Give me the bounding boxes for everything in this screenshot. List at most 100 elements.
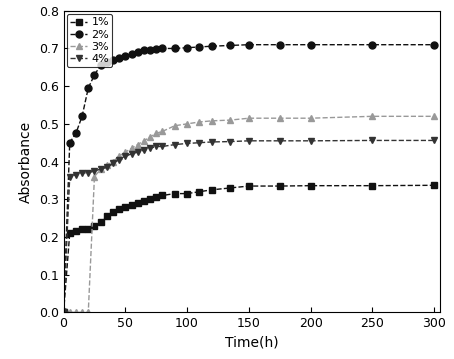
4% — [147, 146, 153, 150]
2% — [308, 42, 313, 47]
4% — [61, 310, 66, 314]
4% — [98, 167, 104, 171]
2% — [141, 48, 147, 52]
2% — [135, 50, 140, 55]
2% — [153, 47, 159, 51]
3% — [110, 159, 116, 164]
1% — [147, 197, 153, 201]
4% — [73, 173, 79, 177]
4% — [160, 144, 165, 149]
2% — [79, 114, 85, 118]
1% — [370, 183, 375, 188]
1% — [85, 227, 91, 232]
3% — [308, 116, 313, 120]
2% — [104, 60, 109, 64]
X-axis label: Time(h): Time(h) — [225, 336, 279, 350]
4% — [209, 140, 215, 144]
3% — [370, 114, 375, 118]
4% — [79, 171, 85, 175]
2% — [431, 42, 437, 47]
Line: 3%: 3% — [60, 113, 438, 316]
3% — [123, 150, 128, 154]
Line: 2%: 2% — [60, 41, 438, 316]
4% — [92, 169, 97, 173]
1% — [431, 183, 437, 187]
1% — [160, 193, 165, 197]
4% — [110, 161, 116, 165]
2% — [92, 73, 97, 77]
4% — [197, 140, 202, 145]
4% — [85, 171, 91, 175]
3% — [227, 118, 233, 122]
1% — [209, 188, 215, 192]
2% — [172, 46, 178, 51]
4% — [104, 165, 109, 169]
4% — [370, 138, 375, 143]
2% — [209, 44, 215, 48]
4% — [431, 138, 437, 143]
3% — [172, 123, 178, 128]
2% — [277, 42, 282, 47]
2% — [98, 63, 104, 67]
3% — [153, 131, 159, 135]
1% — [123, 205, 128, 209]
2% — [147, 48, 153, 52]
3% — [116, 154, 122, 158]
1% — [197, 190, 202, 194]
1% — [308, 183, 313, 188]
4% — [308, 139, 313, 143]
Line: 4%: 4% — [60, 137, 438, 316]
3% — [135, 143, 140, 147]
4% — [141, 148, 147, 153]
3% — [85, 310, 91, 314]
1% — [172, 191, 178, 196]
3% — [246, 116, 252, 120]
4% — [116, 158, 122, 162]
4% — [153, 144, 159, 149]
2% — [246, 42, 252, 47]
2% — [160, 46, 165, 51]
1% — [79, 227, 85, 232]
2% — [67, 140, 73, 145]
1% — [246, 184, 252, 188]
1% — [98, 220, 104, 224]
3% — [73, 310, 79, 314]
4% — [129, 152, 134, 156]
2% — [184, 46, 190, 50]
2% — [370, 42, 375, 47]
3% — [184, 122, 190, 126]
3% — [92, 174, 97, 179]
2% — [197, 45, 202, 49]
3% — [141, 139, 147, 143]
3% — [98, 167, 104, 171]
3% — [67, 310, 73, 314]
4% — [67, 174, 73, 179]
3% — [147, 135, 153, 139]
1% — [104, 214, 109, 218]
4% — [227, 139, 233, 144]
1% — [116, 206, 122, 211]
3% — [160, 129, 165, 134]
4% — [246, 139, 252, 143]
2% — [73, 131, 79, 135]
Line: 1%: 1% — [60, 182, 438, 316]
1% — [129, 203, 134, 207]
1% — [277, 184, 282, 188]
3% — [61, 310, 66, 314]
1% — [135, 201, 140, 205]
1% — [92, 223, 97, 228]
1% — [73, 229, 79, 233]
1% — [110, 210, 116, 215]
3% — [129, 146, 134, 150]
2% — [85, 86, 91, 90]
2% — [123, 54, 128, 58]
1% — [61, 310, 66, 314]
3% — [197, 120, 202, 124]
3% — [431, 114, 437, 118]
2% — [227, 43, 233, 48]
4% — [123, 154, 128, 158]
2% — [110, 57, 116, 62]
3% — [277, 116, 282, 120]
2% — [129, 52, 134, 56]
4% — [135, 150, 140, 154]
